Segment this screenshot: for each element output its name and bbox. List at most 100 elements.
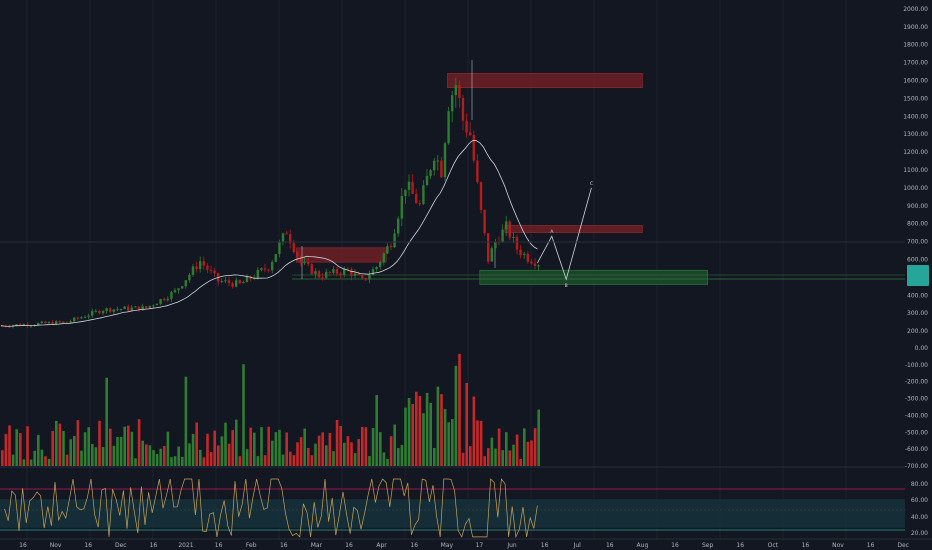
price-axis[interactable]: 2000.00 1900.00 1800.00 1700.00 1600.00 1500.… <box>903 6 928 335</box>
volume-bar <box>314 443 317 466</box>
price-tick-label: 1900.00 <box>903 24 928 31</box>
candle-body <box>361 275 364 278</box>
volume-bar <box>4 433 8 466</box>
volume-bar <box>278 429 281 466</box>
supply-zone[interactable] <box>447 73 643 88</box>
candle-body <box>386 246 389 254</box>
candle-body <box>206 265 209 270</box>
volume-bar <box>33 450 36 466</box>
supply-zone[interactable] <box>504 225 643 233</box>
volume-bar <box>19 433 22 466</box>
volume-bar <box>407 397 411 466</box>
time-tick-label: 2021 <box>178 542 193 549</box>
volume-bar <box>310 455 314 466</box>
candle-body <box>224 280 227 282</box>
volume-pane[interactable] <box>0 353 905 468</box>
volume-bar <box>415 391 418 466</box>
volume-bar <box>458 353 461 466</box>
volume-bar <box>26 426 29 466</box>
candle-body <box>148 305 151 308</box>
candle-body <box>479 182 483 210</box>
volume-bar <box>494 448 497 466</box>
candle-body <box>523 253 526 256</box>
candle-body <box>289 234 292 244</box>
volume-bar <box>51 430 54 466</box>
price-tick-label: 300.00 <box>907 310 928 317</box>
volume-bar <box>80 450 83 466</box>
candle-body <box>184 280 187 287</box>
volume-bar <box>253 432 256 466</box>
candle-body <box>325 271 328 278</box>
candle-body <box>512 237 515 239</box>
volume-bar <box>73 436 76 466</box>
price-pane[interactable]: A B C <box>0 60 905 329</box>
candle-body <box>515 237 519 250</box>
volume-bar <box>40 449 44 466</box>
volume-bar <box>213 430 216 466</box>
candle-body <box>530 261 533 264</box>
candle-body <box>314 271 317 275</box>
candle-body <box>83 317 87 319</box>
rsi-line[interactable] <box>4 478 538 539</box>
price-tick-label: 600.00 <box>907 256 928 263</box>
volume-bar <box>130 431 134 466</box>
projection[interactable]: A B C <box>537 181 593 289</box>
candle-body <box>231 283 234 287</box>
candle-body <box>199 261 202 270</box>
price-tick-label: 1200.00 <box>903 149 928 156</box>
price-tick-label: 200.00 <box>907 328 928 335</box>
candle-body <box>242 282 245 284</box>
volume-tick-label: -200.00 <box>905 379 928 386</box>
candle-body <box>425 175 429 186</box>
volume-bar <box>119 436 123 466</box>
volume-bar <box>62 431 65 466</box>
candle-body <box>490 248 493 262</box>
zones[interactable] <box>292 60 905 285</box>
demand-zone[interactable] <box>479 269 708 285</box>
candle-body <box>40 321 43 324</box>
volume-bar <box>317 435 321 466</box>
volume-bar <box>386 459 389 466</box>
volume-bar <box>368 456 371 466</box>
volume-bar <box>472 396 476 466</box>
volume-bar <box>152 450 155 466</box>
candle-body <box>69 321 72 323</box>
rsi-axis[interactable]: 80.00 60.00 40.00 20.00 <box>0 481 932 540</box>
candle-body <box>533 263 537 266</box>
volume-bar <box>346 436 350 466</box>
time-tick-label: 16 <box>802 542 810 549</box>
volume-bar <box>321 432 324 466</box>
time-tick-label: May <box>441 542 454 549</box>
supply-zone[interactable] <box>295 247 387 263</box>
volume-bar <box>22 459 26 466</box>
time-tick-label: Jun <box>506 542 517 549</box>
candle-body <box>339 273 342 275</box>
volume-bar <box>69 439 72 466</box>
volume-bar <box>271 440 274 466</box>
candle-body <box>127 306 130 311</box>
volume-axis[interactable]: 0.00 -100.00 -200.00 -300.00 -400.00 -500.00 -… <box>905 345 928 470</box>
volume-bar <box>328 432 332 466</box>
volume-bar <box>425 392 429 466</box>
volume-bar <box>418 396 422 466</box>
volume-bar <box>389 436 393 466</box>
volume-bar <box>454 365 458 466</box>
candle-body <box>73 317 76 322</box>
candle-body <box>181 286 184 289</box>
time-tick-label: Feb <box>246 542 257 549</box>
candle-body <box>433 160 436 171</box>
time-axis[interactable]: 16 Nov 16 Dec 16 2021 16 Feb 16 Mar 16 Apr 16 May 17 Ju… <box>19 542 909 549</box>
candle-body <box>303 262 306 264</box>
volume-bar <box>469 446 472 466</box>
volume-bar <box>109 428 112 466</box>
volume-bar <box>249 427 252 466</box>
rsi-pane[interactable] <box>0 478 905 539</box>
time-tick-label: 16 <box>19 542 27 549</box>
candle-body <box>227 280 231 284</box>
candles[interactable] <box>1 77 540 329</box>
volume-bar <box>307 448 310 466</box>
volume-bar <box>101 447 105 466</box>
projection-path[interactable] <box>537 187 592 281</box>
volume-bar <box>37 434 40 466</box>
